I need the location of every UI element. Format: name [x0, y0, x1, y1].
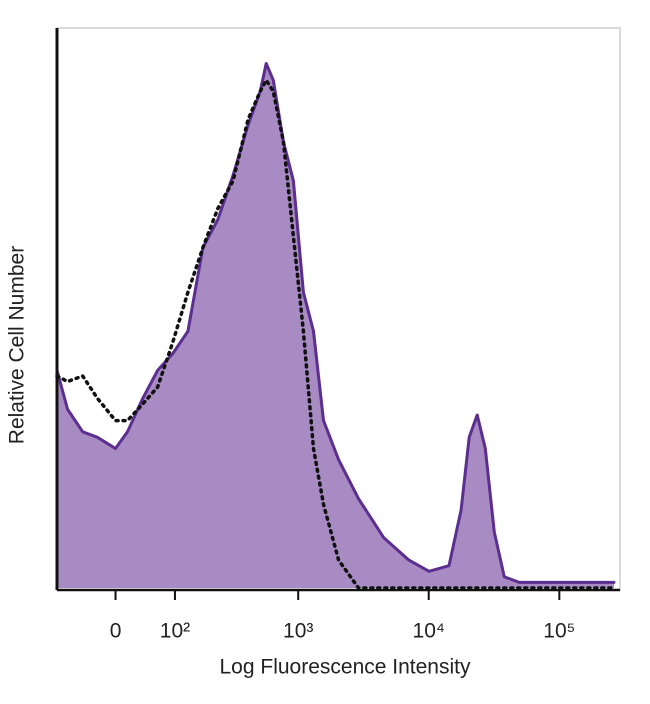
x-tick-label: 10⁵: [543, 620, 575, 643]
x-tick-label: 10³: [283, 620, 313, 643]
histogram-area: [57, 63, 614, 588]
x-axis-label: Log Fluorescence Intensity: [220, 656, 471, 679]
x-tick-label: 10⁴: [413, 620, 445, 643]
x-tick-label: 0: [110, 620, 122, 643]
x-tick-label: 10²: [160, 620, 190, 643]
y-axis-label: Relative Cell Number: [6, 246, 29, 444]
histogram-line: [55, 78, 616, 590]
histogram-line: [55, 62, 616, 584]
